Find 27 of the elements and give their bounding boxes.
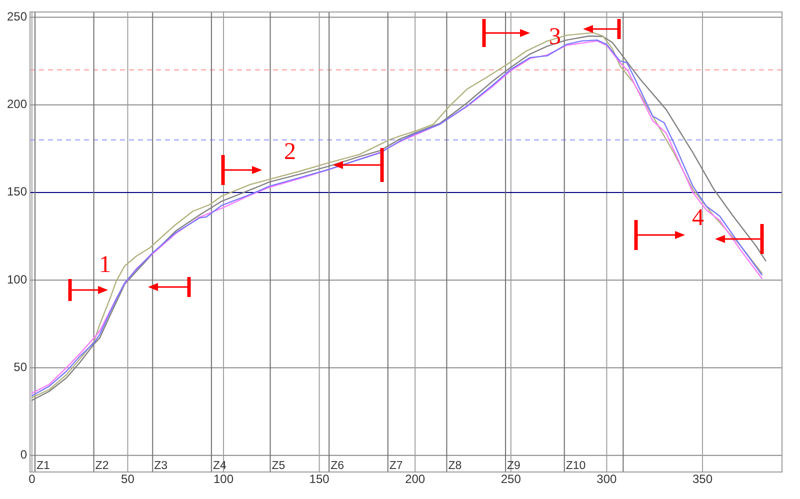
ref-line-label: Z8: [448, 460, 462, 472]
y-tick-label: 150: [6, 184, 28, 199]
ref-line-label: Z3: [154, 460, 168, 472]
y-tick-label: 50: [14, 360, 28, 374]
y-tick-label: 250: [6, 9, 28, 24]
ref-line-label: Z2: [95, 460, 109, 472]
x-tick-label: 150: [309, 472, 330, 486]
ref-line-label: Z5: [272, 460, 286, 472]
ref-line-label: Z7: [389, 460, 403, 472]
ref-line-label: Z10: [566, 460, 586, 472]
annotation: 2: [284, 139, 296, 165]
annotation: 3: [549, 24, 561, 50]
ref-line-label: Z6: [330, 460, 344, 472]
annotation: 4: [692, 205, 704, 231]
y-tick-label: 100: [6, 272, 28, 286]
x-tick-label: 300: [596, 472, 618, 486]
x-tick-label: 350: [692, 472, 713, 486]
x-tick-label: 50: [121, 472, 135, 486]
annotation: 1: [99, 252, 111, 278]
x-tick-label: 250: [500, 472, 522, 486]
x-tick-label: 100: [213, 472, 234, 486]
y-tick-label: 200: [6, 97, 28, 112]
ref-line-label: Z1: [36, 460, 50, 472]
ref-line-label: Z4: [212, 460, 227, 472]
ref-line-label: Z9: [507, 460, 520, 472]
x-tick-label: 200: [405, 472, 426, 486]
y-tick-label: 0: [20, 448, 28, 462]
